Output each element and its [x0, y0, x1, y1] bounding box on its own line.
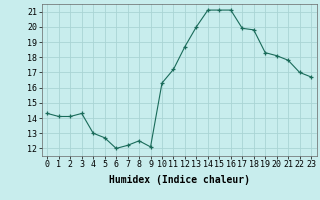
X-axis label: Humidex (Indice chaleur): Humidex (Indice chaleur): [109, 175, 250, 185]
